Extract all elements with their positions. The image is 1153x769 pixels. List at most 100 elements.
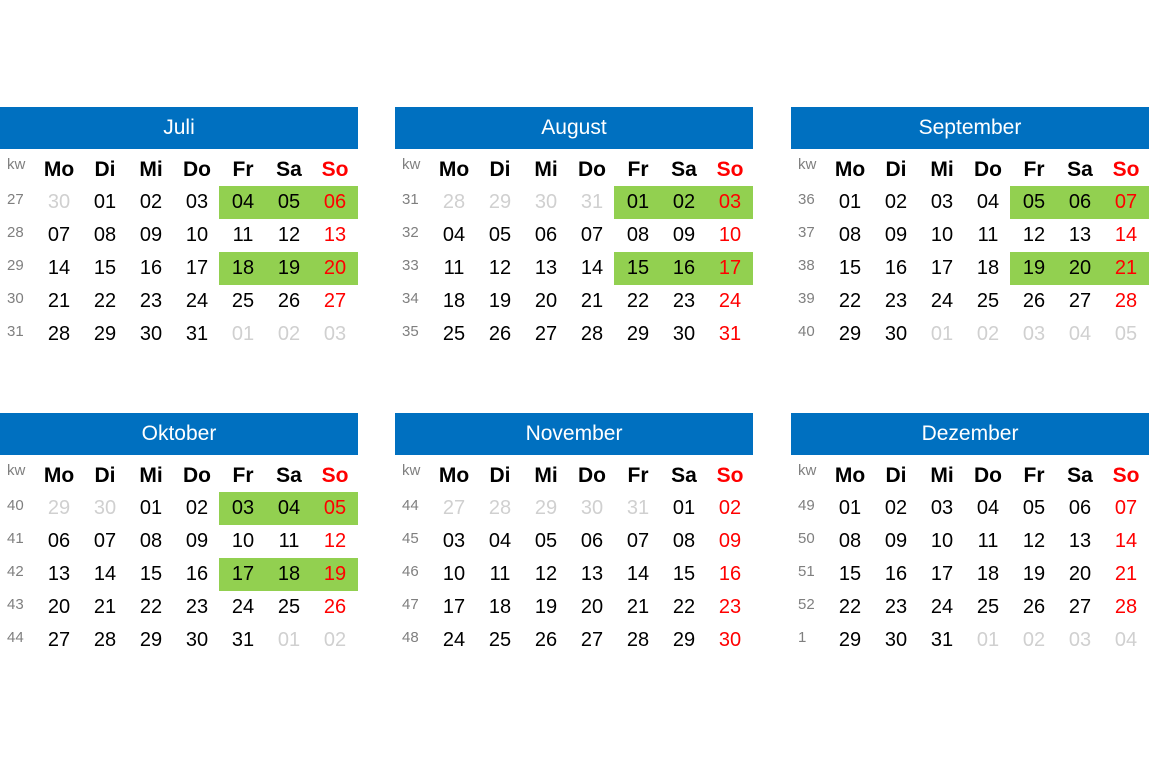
day-cell[interactable]: 03 [1068, 629, 1092, 651]
day-cell[interactable]: 15 [139, 563, 163, 585]
day-cell[interactable]: 16 [884, 563, 908, 585]
day-cell[interactable]: 16 [718, 563, 742, 585]
day-cell[interactable]: 15 [838, 563, 862, 585]
day-cell[interactable]: 16 [884, 257, 908, 279]
day-cell[interactable]: 27 [442, 497, 466, 519]
day-cell[interactable]: 31 [626, 497, 650, 519]
day-cell[interactable]: 02 [1022, 629, 1046, 651]
day-cell[interactable]: 28 [1114, 290, 1138, 312]
day-cell[interactable]: 30 [580, 497, 604, 519]
day-cell[interactable]: 10 [231, 530, 255, 552]
day-cell[interactable]: 20 [1068, 563, 1092, 585]
day-cell[interactable]: 21 [1114, 563, 1138, 585]
day-cell[interactable]: 26 [277, 290, 301, 312]
day-cell[interactable]: 18 [231, 257, 255, 279]
day-cell[interactable]: 23 [718, 596, 742, 618]
day-cell[interactable]: 31 [185, 323, 209, 345]
day-cell[interactable]: 30 [884, 323, 908, 345]
day-cell[interactable]: 04 [488, 530, 512, 552]
day-cell[interactable]: 20 [580, 596, 604, 618]
day-cell[interactable]: 10 [718, 224, 742, 246]
day-cell[interactable]: 15 [672, 563, 696, 585]
day-cell[interactable]: 05 [277, 191, 301, 213]
day-cell[interactable]: 17 [442, 596, 466, 618]
day-cell[interactable]: 06 [580, 530, 604, 552]
day-cell[interactable]: 02 [139, 191, 163, 213]
day-cell[interactable]: 01 [231, 323, 255, 345]
day-cell[interactable]: 26 [1022, 596, 1046, 618]
day-cell[interactable]: 29 [93, 323, 117, 345]
day-cell[interactable]: 11 [278, 530, 300, 552]
day-cell[interactable]: 03 [1022, 323, 1046, 345]
day-cell[interactable]: 21 [1114, 257, 1138, 279]
day-cell[interactable]: 06 [1068, 497, 1092, 519]
day-cell[interactable]: 09 [185, 530, 209, 552]
day-cell[interactable]: 12 [1022, 224, 1046, 246]
day-cell[interactable]: 04 [277, 497, 301, 519]
day-cell[interactable]: 01 [139, 497, 163, 519]
day-cell[interactable]: 12 [1022, 530, 1046, 552]
day-cell[interactable]: 01 [930, 323, 954, 345]
day-cell[interactable]: 05 [323, 497, 347, 519]
day-cell[interactable]: 30 [672, 323, 696, 345]
day-cell[interactable]: 07 [580, 224, 604, 246]
day-cell[interactable]: 01 [93, 191, 117, 213]
day-cell[interactable]: 25 [488, 629, 512, 651]
day-cell[interactable]: 24 [930, 596, 954, 618]
day-cell[interactable]: 25 [976, 596, 1000, 618]
day-cell[interactable]: 28 [442, 191, 466, 213]
day-cell[interactable]: 24 [442, 629, 466, 651]
day-cell[interactable]: 31 [930, 629, 954, 651]
day-cell[interactable]: 05 [534, 530, 558, 552]
day-cell[interactable]: 05 [1114, 323, 1138, 345]
day-cell[interactable]: 20 [323, 257, 347, 279]
day-cell[interactable]: 08 [672, 530, 696, 552]
day-cell[interactable]: 29 [139, 629, 163, 651]
day-cell[interactable]: 14 [1114, 224, 1138, 246]
day-cell[interactable]: 07 [47, 224, 71, 246]
day-cell[interactable]: 26 [1022, 290, 1046, 312]
day-cell[interactable]: 28 [93, 629, 117, 651]
day-cell[interactable]: 15 [93, 257, 117, 279]
day-cell[interactable]: 29 [838, 323, 862, 345]
day-cell[interactable]: 14 [626, 563, 650, 585]
day-cell[interactable]: 08 [838, 530, 862, 552]
day-cell[interactable]: 12 [277, 224, 301, 246]
day-cell[interactable]: 02 [323, 629, 347, 651]
day-cell[interactable]: 11 [443, 257, 465, 279]
day-cell[interactable]: 18 [976, 257, 1000, 279]
day-cell[interactable]: 21 [626, 596, 650, 618]
day-cell[interactable]: 05 [1022, 497, 1046, 519]
day-cell[interactable]: 25 [277, 596, 301, 618]
day-cell[interactable]: 22 [626, 290, 650, 312]
day-cell[interactable]: 29 [534, 497, 558, 519]
day-cell[interactable]: 01 [838, 191, 862, 213]
day-cell[interactable]: 27 [47, 629, 71, 651]
day-cell[interactable]: 24 [185, 290, 209, 312]
day-cell[interactable]: 23 [185, 596, 209, 618]
day-cell[interactable]: 19 [488, 290, 512, 312]
day-cell[interactable]: 27 [1068, 290, 1092, 312]
day-cell[interactable]: 13 [534, 257, 558, 279]
day-cell[interactable]: 30 [534, 191, 558, 213]
day-cell[interactable]: 26 [534, 629, 558, 651]
day-cell[interactable]: 13 [1068, 224, 1092, 246]
day-cell[interactable]: 05 [1022, 191, 1046, 213]
day-cell[interactable]: 23 [884, 596, 908, 618]
day-cell[interactable]: 03 [185, 191, 209, 213]
day-cell[interactable]: 18 [976, 563, 1000, 585]
day-cell[interactable]: 17 [930, 563, 954, 585]
day-cell[interactable]: 02 [672, 191, 696, 213]
day-cell[interactable]: 21 [580, 290, 604, 312]
day-cell[interactable]: 21 [47, 290, 71, 312]
day-cell[interactable]: 06 [534, 224, 558, 246]
day-cell[interactable]: 30 [139, 323, 163, 345]
day-cell[interactable]: 26 [488, 323, 512, 345]
day-cell[interactable]: 28 [626, 629, 650, 651]
day-cell[interactable]: 30 [884, 629, 908, 651]
day-cell[interactable]: 21 [93, 596, 117, 618]
day-cell[interactable]: 09 [672, 224, 696, 246]
day-cell[interactable]: 28 [488, 497, 512, 519]
day-cell[interactable]: 10 [442, 563, 466, 585]
day-cell[interactable]: 08 [139, 530, 163, 552]
